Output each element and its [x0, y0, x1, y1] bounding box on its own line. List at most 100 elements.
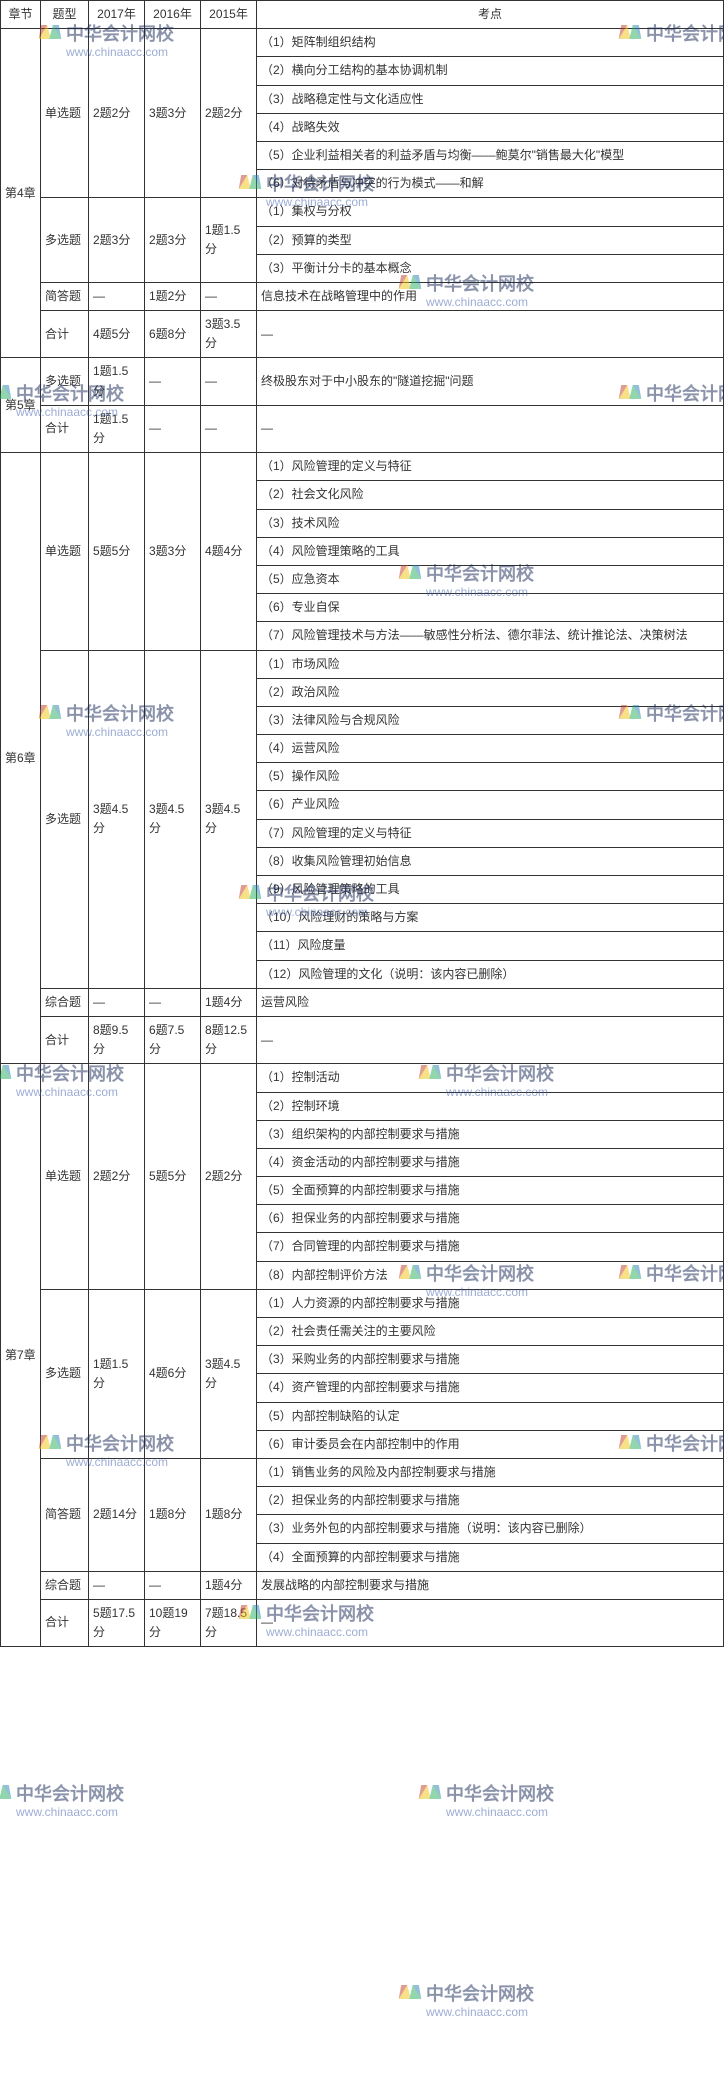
cell: 3题4.5分 [201, 1289, 257, 1458]
point-cell: （4）战略失效 [257, 113, 724, 141]
cell: 3题3.5分 [201, 311, 257, 358]
point-cell: （4）运营风险 [257, 735, 724, 763]
type-label: 合计 [41, 1599, 89, 1646]
cell: 5题17.5分 [89, 1599, 145, 1646]
cell: 2题3分 [145, 198, 201, 283]
table-row: 简答题 2题14分 1题8分 1题8分 （1）销售业务的风险及内部控制要求与措施 [1, 1458, 724, 1486]
point-cell: 信息技术在战略管理中的作用 [257, 282, 724, 310]
point-cell: （7）风险管理的定义与特征 [257, 819, 724, 847]
point-cell: （5）应急资本 [257, 565, 724, 593]
col-2015: 2015年 [201, 1, 257, 29]
table-row: 第6章 单选题 5题5分 3题3分 4题4分 （1）风险管理的定义与特征 [1, 453, 724, 481]
cell: 6题7.5分 [145, 1016, 201, 1063]
point-cell: （3）平衡计分卡的基本概念 [257, 254, 724, 282]
cell: 4题4分 [201, 453, 257, 650]
point-cell: （2）担保业务的内部控制要求与措施 [257, 1487, 724, 1515]
point-cell: （2）政治风险 [257, 678, 724, 706]
cell: 1题1.5分 [89, 1289, 145, 1458]
cell: 2题3分 [89, 198, 145, 283]
cell: 6题8分 [145, 311, 201, 358]
type-label: 合计 [41, 1016, 89, 1063]
point-cell: （2）控制环境 [257, 1092, 724, 1120]
cell: — [201, 358, 257, 405]
point-cell: （1）销售业务的风险及内部控制要求与措施 [257, 1458, 724, 1486]
point-cell: （3）业务外包的内部控制要求与措施（说明：该内容已删除） [257, 1515, 724, 1543]
cell: 1题1.5分 [89, 405, 145, 452]
table-row: 合计 1题1.5分 — — — [1, 405, 724, 452]
point-cell: （8）收集风险管理初始信息 [257, 847, 724, 875]
point-cell: （1）风险管理的定义与特征 [257, 453, 724, 481]
exam-points-table: 章节 题型 2017年 2016年 2015年 考点 第4章 单选题 2题2分 … [0, 0, 724, 1647]
point-cell: （7）风险管理技术与方法——敏感性分析法、德尔菲法、统计推论法、决策树法 [257, 622, 724, 650]
point-cell: （4）资产管理的内部控制要求与措施 [257, 1374, 724, 1402]
point-cell: （5）内部控制缺陷的认定 [257, 1402, 724, 1430]
type-label: 多选题 [41, 650, 89, 988]
table-row: 合计 4题5分 6题8分 3题3.5分 — [1, 311, 724, 358]
type-label: 单选题 [41, 453, 89, 650]
cell: 2题14分 [89, 1458, 145, 1571]
point-cell: — [257, 405, 724, 452]
cell: — [89, 1571, 145, 1599]
type-label: 合计 [41, 405, 89, 452]
point-cell: （2）社会责任需关注的主要风险 [257, 1318, 724, 1346]
table-row: 第7章 单选题 2题2分 5题5分 2题2分 （1）控制活动 [1, 1064, 724, 1092]
table-row: 多选题 2题3分 2题3分 1题1.5分 （1）集权与分权 [1, 198, 724, 226]
point-cell: （8）内部控制评价方法 [257, 1261, 724, 1289]
cell: 1题8分 [201, 1458, 257, 1571]
table-row: 合计 5题17.5分 10题19分 7题18.5分 — [1, 1599, 724, 1646]
point-cell: — [257, 311, 724, 358]
type-label: 单选题 [41, 1064, 89, 1290]
type-label: 合计 [41, 311, 89, 358]
point-cell: 运营风险 [257, 988, 724, 1016]
col-chapter: 章节 [1, 1, 41, 29]
cell: 5题5分 [145, 1064, 201, 1290]
cell: 1题1.5分 [89, 358, 145, 405]
type-label: 多选题 [41, 1289, 89, 1458]
type-label: 多选题 [41, 358, 89, 405]
type-label: 单选题 [41, 29, 89, 198]
type-label: 简答题 [41, 282, 89, 310]
point-cell: （2）预算的类型 [257, 226, 724, 254]
point-cell: （3）技术风险 [257, 509, 724, 537]
table-row: 第5章 多选题 1题1.5分 — — 终极股东对于中小股东的"隧道挖掘"问题 [1, 358, 724, 405]
type-label: 综合题 [41, 1571, 89, 1599]
point-cell: （5）全面预算的内部控制要求与措施 [257, 1177, 724, 1205]
cell: — [145, 358, 201, 405]
cell: 10题19分 [145, 1599, 201, 1646]
point-cell: （4）全面预算的内部控制要求与措施 [257, 1543, 724, 1571]
cell: — [201, 282, 257, 310]
chapter-label: 第7章 [1, 1064, 41, 1647]
cell: 8题12.5分 [201, 1016, 257, 1063]
point-cell: （3）战略稳定性与文化适应性 [257, 85, 724, 113]
cell: 1题4分 [201, 988, 257, 1016]
cell: 2题2分 [201, 1064, 257, 1290]
col-2017: 2017年 [89, 1, 145, 29]
col-type: 题型 [41, 1, 89, 29]
point-cell: （7）合同管理的内部控制要求与措施 [257, 1233, 724, 1261]
cell: 1题4分 [201, 1571, 257, 1599]
cell: 3题4.5分 [201, 650, 257, 988]
cell: 2题2分 [201, 29, 257, 198]
point-cell: （6）专业自保 [257, 594, 724, 622]
cell: 2题2分 [89, 1064, 145, 1290]
col-point: 考点 [257, 1, 724, 29]
cell: 7题18.5分 [201, 1599, 257, 1646]
cell: 3题3分 [145, 453, 201, 650]
point-cell: （6）担保业务的内部控制要求与措施 [257, 1205, 724, 1233]
point-cell: （6）对待矛盾与冲突的行为模式——和解 [257, 170, 724, 198]
cell: 2题2分 [89, 29, 145, 198]
point-cell: （5）企业利益相关者的利益矛盾与均衡——鲍莫尔"销售最大化"模型 [257, 141, 724, 169]
table-header-row: 章节 题型 2017年 2016年 2015年 考点 [1, 1, 724, 29]
point-cell: — [257, 1016, 724, 1063]
point-cell: （1）集权与分权 [257, 198, 724, 226]
point-cell: （4）风险管理策略的工具 [257, 537, 724, 565]
col-2016: 2016年 [145, 1, 201, 29]
point-cell: （1）矩阵制组织结构 [257, 29, 724, 57]
cell: 4题5分 [89, 311, 145, 358]
cell: 4题6分 [145, 1289, 201, 1458]
cell: — [89, 988, 145, 1016]
point-cell: （1）人力资源的内部控制要求与措施 [257, 1289, 724, 1317]
point-cell: （11）风险度量 [257, 932, 724, 960]
table-row: 多选题 1题1.5分 4题6分 3题4.5分 （1）人力资源的内部控制要求与措施 [1, 1289, 724, 1317]
cell: — [145, 405, 201, 452]
